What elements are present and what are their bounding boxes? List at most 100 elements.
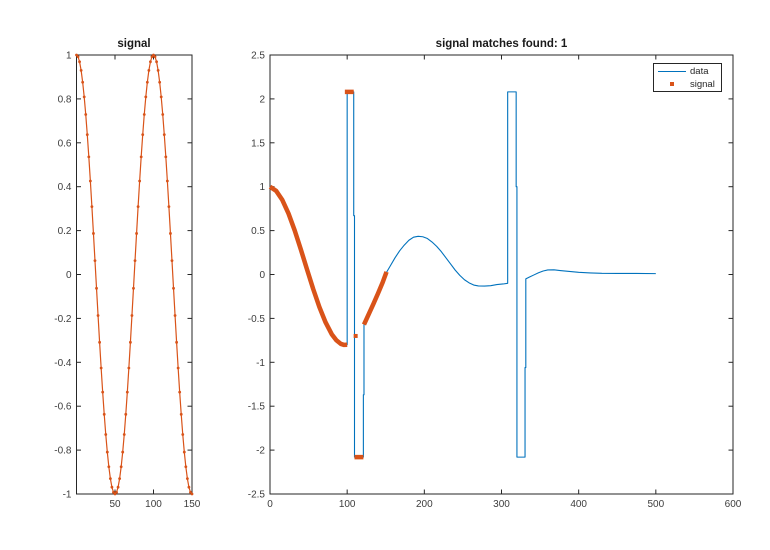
signal-point-marker bbox=[107, 465, 111, 469]
signal-point-marker bbox=[147, 68, 151, 72]
signal-point-marker bbox=[141, 133, 145, 137]
x-tick-label: 50 bbox=[109, 499, 121, 510]
signal-point-marker bbox=[178, 390, 182, 394]
legend-swatch-cell bbox=[654, 70, 690, 72]
x-tick-label: 100 bbox=[145, 499, 162, 510]
y-tick-label: 0 bbox=[66, 270, 72, 281]
y-tick-label: -1 bbox=[63, 490, 72, 501]
y-tick-label: -1 bbox=[256, 358, 265, 369]
signal-point-marker bbox=[155, 60, 158, 64]
signal-point-marker bbox=[96, 314, 100, 317]
signal-point-marker bbox=[101, 390, 105, 394]
y-tick-label: -0.8 bbox=[54, 446, 72, 457]
signal-point-marker bbox=[144, 95, 148, 99]
signal-point-marker bbox=[167, 205, 171, 209]
right-plot-title: signal matches found: 1 bbox=[435, 38, 568, 50]
signal-point-marker bbox=[108, 477, 112, 481]
signal-point-marker bbox=[87, 155, 91, 159]
legend: data signal bbox=[653, 63, 722, 92]
signal-point-marker bbox=[121, 450, 125, 454]
signal-point-marker bbox=[122, 433, 126, 436]
y-tick-label: -0.2 bbox=[54, 314, 72, 325]
x-tick-label: 300 bbox=[493, 499, 510, 510]
signal-point-marker bbox=[139, 155, 143, 159]
signal-point-marker bbox=[165, 179, 169, 183]
y-tick-label: 2.5 bbox=[251, 51, 265, 62]
signal-point-marker bbox=[78, 60, 81, 64]
signal-point-marker bbox=[170, 259, 174, 263]
legend-swatch-cell bbox=[654, 82, 690, 86]
signal-point-marker bbox=[161, 113, 165, 116]
signal-point-marker bbox=[95, 286, 98, 290]
signal-point-marker bbox=[119, 465, 123, 469]
signal-point-marker bbox=[175, 340, 179, 344]
signal-point-marker bbox=[158, 80, 162, 84]
signal-point-marker bbox=[110, 485, 114, 489]
signal-point-marker bbox=[156, 68, 160, 72]
signal-point-marker bbox=[88, 179, 92, 183]
signal-point-marker bbox=[115, 490, 118, 494]
y-tick-label: 1.5 bbox=[251, 138, 265, 149]
y-tick-label: 0.4 bbox=[58, 182, 72, 193]
signal-point-marker bbox=[135, 232, 138, 235]
signal-point-marker bbox=[81, 80, 85, 84]
signal-marker-icon bbox=[670, 82, 674, 86]
signal-match-segment bbox=[268, 184, 348, 348]
legend-entry-signal: signal bbox=[654, 78, 721, 91]
signal-point-marker bbox=[82, 95, 86, 99]
signal-point-marker bbox=[187, 485, 191, 489]
signal-point-marker bbox=[76, 55, 80, 59]
signal-point-marker bbox=[159, 95, 163, 99]
signal-point-marker bbox=[176, 366, 180, 370]
signal-point-marker bbox=[164, 155, 168, 159]
signal-point-marker bbox=[149, 60, 152, 64]
signal-point-marker bbox=[124, 412, 128, 416]
signal-point-marker bbox=[169, 232, 172, 235]
data-line bbox=[269, 91, 656, 458]
y-tick-label: -2 bbox=[256, 446, 265, 457]
signal-point-marker bbox=[142, 113, 146, 116]
x-tick-label: 400 bbox=[570, 499, 587, 510]
legend-label-data: data bbox=[690, 65, 709, 77]
signal-point-marker bbox=[79, 68, 83, 72]
signal-match-point bbox=[353, 333, 358, 338]
y-tick-label: -0.6 bbox=[54, 402, 72, 413]
y-tick-label: 0.6 bbox=[58, 138, 72, 149]
signal-point-marker bbox=[84, 113, 88, 116]
signal-point-marker bbox=[93, 259, 97, 263]
signal-point-marker bbox=[136, 205, 140, 209]
x-tick-label: 0 bbox=[267, 499, 273, 510]
y-tick-label: 2 bbox=[259, 94, 265, 105]
signal-point-marker bbox=[130, 314, 134, 317]
y-tick-label: -0.4 bbox=[54, 358, 72, 369]
signal-point-marker bbox=[185, 477, 189, 481]
x-tick-label: 200 bbox=[416, 499, 433, 510]
signal-point-marker bbox=[132, 286, 135, 290]
y-tick-label: 0.8 bbox=[58, 94, 72, 105]
left-plot-title: signal bbox=[117, 38, 151, 50]
axes-box bbox=[269, 54, 734, 495]
x-tick-label: 500 bbox=[647, 499, 664, 510]
signal-point-marker bbox=[138, 179, 142, 183]
signal-point-marker bbox=[172, 286, 175, 290]
signal-point-marker bbox=[125, 390, 129, 394]
signal-point-marker bbox=[102, 412, 106, 416]
signal-point-marker bbox=[162, 133, 166, 137]
signal-point-marker bbox=[145, 80, 149, 84]
signal-point-marker bbox=[90, 205, 94, 209]
y-tick-label: 0.5 bbox=[251, 226, 265, 237]
data-line-swatch bbox=[658, 70, 686, 72]
x-tick-label: 600 bbox=[725, 499, 742, 510]
y-tick-label: 0 bbox=[259, 270, 265, 281]
signal-point-marker bbox=[98, 340, 101, 344]
signal-point-marker bbox=[129, 340, 132, 344]
signal-point-marker bbox=[99, 366, 103, 370]
x-tick-label: 150 bbox=[184, 499, 201, 510]
signal-point-marker bbox=[182, 450, 186, 454]
signal-point-marker bbox=[179, 412, 183, 416]
y-tick-label: 1 bbox=[259, 182, 265, 193]
signal-point-marker bbox=[181, 433, 185, 436]
signal-point-marker bbox=[92, 232, 95, 235]
signal-point-marker bbox=[153, 55, 157, 59]
